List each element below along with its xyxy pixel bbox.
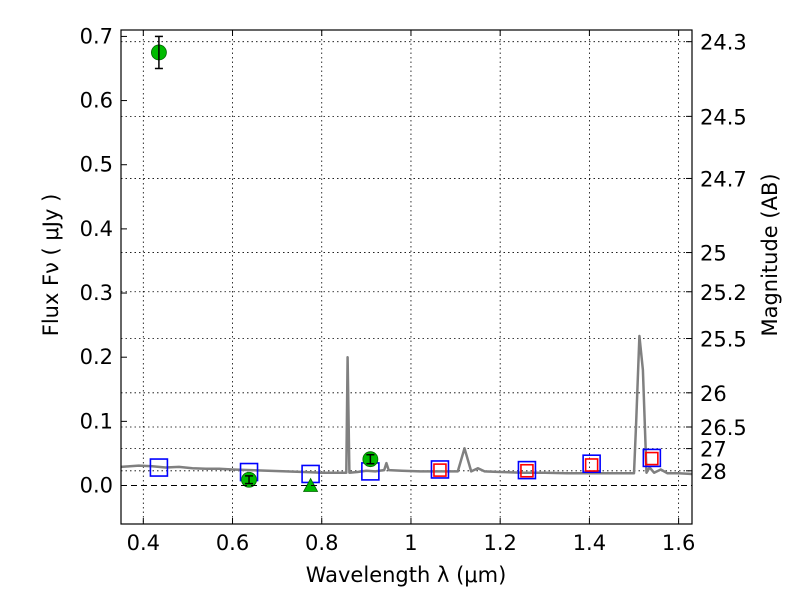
model-point-blue [149,458,169,477]
right-y-tick-label: 26 [700,382,727,406]
model-point-red [433,463,447,477]
x-tick-label: 1.6 [662,531,695,555]
y-tick-label: 0.4 [80,217,113,241]
y-tick-label: 0.2 [80,345,113,369]
grid [121,30,692,524]
sed-line [120,334,693,476]
model-point-red [645,451,659,466]
right-y-tick-label: 26.5 [700,416,747,440]
y-tick-label: 0.5 [80,153,113,177]
y-axis-label: Flux Fν ( μJy ) [39,194,63,337]
sed-model-line [120,334,693,476]
x-tick-label: 1 [404,531,417,555]
x-tick-label: 1.2 [483,531,516,555]
right-y-axis-label: Magnitude (AB) [758,173,782,336]
y-tick-label: 0.3 [80,281,113,305]
right-y-tick-label: 28 [700,460,727,484]
right-y-tick-label: 24.5 [700,105,747,129]
right-y-tick-label: 25.5 [700,328,747,352]
y-tick-label: 0.6 [80,89,113,113]
model-point-blue [517,460,537,480]
model-point-red [584,458,599,472]
model-point-red [520,463,534,478]
axes: 0.4 0.6 0.8 1 1.2 1.4 1.6 0.0 0.1 0.2 0.3 0.4 0.5 0.6… [80,24,747,555]
x-tick-label: 0.4 [127,531,160,555]
x-tick-label: 0.6 [216,531,249,555]
x-tick-label: 0.8 [305,531,338,555]
right-y-tick-label: 24.7 [700,167,747,191]
x-axis-label: Wavelength λ (μm) [306,563,507,587]
y-tick-label: 0.1 [80,409,113,433]
model-point-blue [430,460,450,479]
y-tick-label: 0.0 [80,474,113,498]
x-tick-label: 1.4 [573,531,606,555]
model-point-blue [642,448,662,468]
right-y-tick-label: 25 [700,242,727,266]
y-tick-label: 0.7 [80,24,113,48]
plot-frame [120,29,693,525]
data-markers [149,35,662,492]
right-y-tick-label: 27 [700,438,727,462]
right-y-tick-label: 25.2 [700,281,747,305]
right-y-tick-label: 24.3 [700,31,747,55]
model-point-blue [582,454,601,473]
